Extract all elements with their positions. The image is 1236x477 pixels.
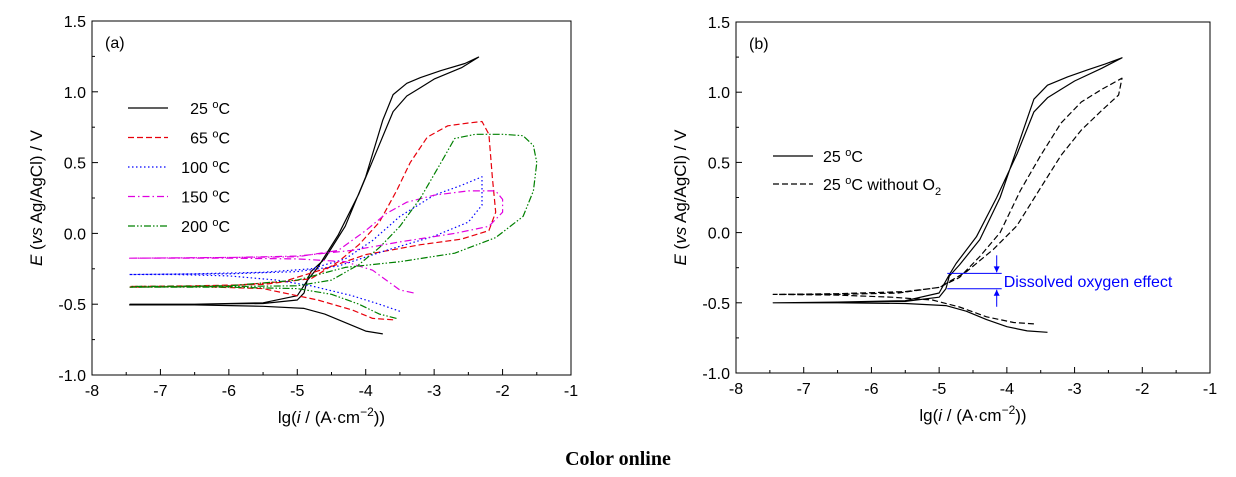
chart-panel-b: -8 -7 -6 -5 -4 -3 -2 -1 -1.0 -0.5 0.0 0.5 1.0 1.5 (b) l…	[671, 15, 1217, 425]
series-line-4	[129, 133, 538, 319]
arrowhead-icon	[993, 289, 1000, 296]
series-line-1	[772, 77, 1123, 325]
figure-caption: Color online	[565, 448, 671, 470]
x-tick-label: -8	[85, 383, 99, 400]
legend-label: 150 oC	[181, 188, 230, 207]
legend-label: 65 oC	[190, 129, 230, 148]
y-axis-label: E (vs Ag/AgCl) / V	[27, 129, 46, 266]
x-tick-label: -8	[729, 381, 743, 398]
x-tick-label: -6	[222, 383, 236, 400]
y-tick-label: 0.0	[64, 226, 86, 243]
legend-label: 25 oC without O2	[823, 175, 941, 198]
x-tick-label: -6	[864, 381, 878, 398]
legend-label: 25 oC	[823, 147, 863, 166]
y-tick-label: -0.5	[58, 297, 86, 314]
y-tick-label: -0.5	[702, 296, 730, 313]
arrowhead-icon	[993, 266, 1000, 273]
annotation-label: Dissolved oxygen effect	[1004, 274, 1173, 291]
y-tick-label: 0.5	[708, 155, 730, 172]
panel-label: (b)	[749, 36, 769, 53]
y-axis-label: E (vs Ag/AgCl) / V	[671, 129, 690, 266]
legend-label: 200 oC	[181, 217, 230, 236]
y-tick-label: 1.0	[708, 85, 730, 102]
x-tick-label: -1	[1203, 381, 1217, 398]
x-tick-label: -2	[1135, 381, 1149, 398]
x-axis-label: lg(i / (A·cm−2))	[278, 405, 385, 427]
x-tick-label: -3	[1067, 381, 1081, 398]
y-tick-label: -1.0	[702, 366, 730, 383]
x-tick-label: -4	[359, 383, 373, 400]
series-line-0	[772, 57, 1123, 333]
x-axis-label: lg(i / (A·cm−2))	[919, 403, 1026, 425]
figure: -8 -7 -6 -5 -4 -3 -2 -1 -1.0 -0.5 0.0 0.5 1.0 1.5 (a) l…	[27, 14, 1217, 427]
series-line-0	[129, 56, 480, 335]
x-tick-label: -7	[153, 383, 167, 400]
legend-label: 25 oC	[190, 99, 230, 118]
x-tick-label: -4	[1000, 381, 1014, 398]
chart-panel-a: -8 -7 -6 -5 -4 -3 -2 -1 -1.0 -0.5 0.0 0.5 1.0 1.5 (a) l…	[27, 14, 578, 427]
x-tick-label: -7	[797, 381, 811, 398]
plot-frame	[91, 20, 572, 376]
y-tick-label: 1.5	[64, 14, 86, 31]
panel-label: (a)	[105, 35, 125, 52]
y-tick-label: -1.0	[58, 368, 86, 385]
x-tick-label: -5	[932, 381, 946, 398]
plot-frame	[735, 21, 1211, 374]
series-line-3	[129, 190, 504, 294]
y-tick-label: 1.5	[708, 15, 730, 32]
x-tick-label: -3	[427, 383, 441, 400]
x-tick-label: -2	[495, 383, 509, 400]
x-tick-label: -1	[564, 383, 578, 400]
x-tick-label: -5	[290, 383, 304, 400]
y-tick-label: 1.0	[64, 85, 86, 102]
legend-label: 100 oC	[181, 158, 230, 177]
series-line-2	[129, 176, 483, 312]
y-tick-label: 0.0	[708, 226, 730, 243]
y-tick-label: 0.5	[64, 156, 86, 173]
